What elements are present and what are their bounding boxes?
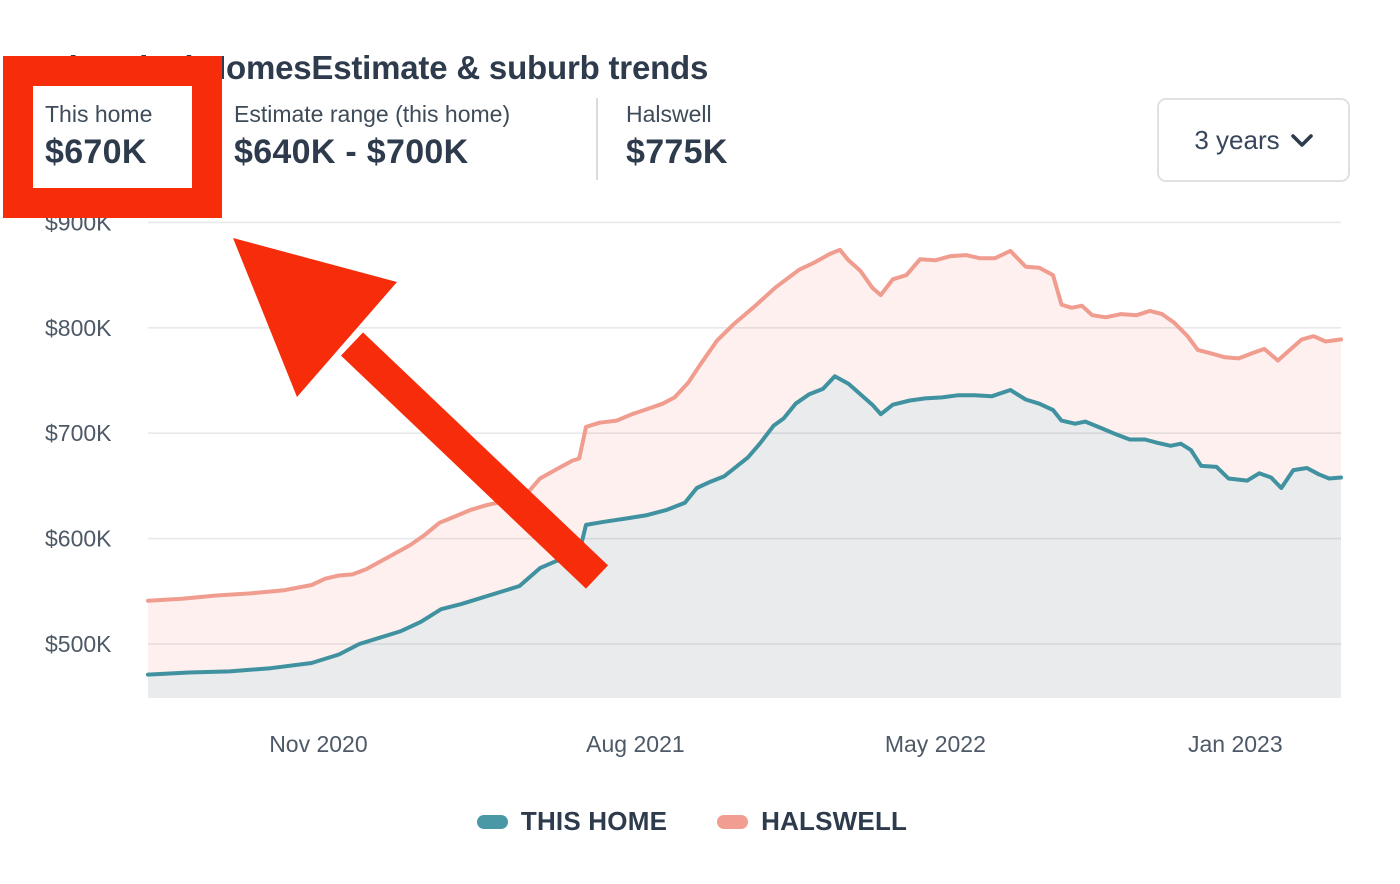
stat-this-home: This home $670K <box>45 101 152 172</box>
stat-estimate-range-label: Estimate range (this home) <box>234 101 511 127</box>
legend-item-this-home: THIS HOME <box>476 806 668 837</box>
legend-swatch-this-home <box>476 814 508 829</box>
stat-suburb: Halswell $775K <box>626 101 728 172</box>
stat-suburb-label: Halswell <box>626 101 712 127</box>
stat-this-home-value: $670K <box>45 133 147 171</box>
legend-label-this-home: THIS HOME <box>520 806 668 836</box>
y-axis-tick-label: $700K <box>45 420 112 446</box>
y-axis-tick-label: $900K <box>45 209 112 235</box>
time-range-dropdown[interactable]: 3 years <box>1157 98 1350 182</box>
time-range-dropdown-value: 3 years <box>1194 124 1280 155</box>
x-axis-tick-label: Jan 2023 <box>1188 731 1283 757</box>
y-axis-tick-label: $500K <box>45 631 112 657</box>
stat-estimate-range: Estimate range (this home) $640K - $700K <box>234 101 510 172</box>
page-title: Historical HomesEstimate & suburb trends <box>45 49 709 87</box>
x-axis-tick-label: Nov 2020 <box>269 731 367 757</box>
stat-estimate-range-value: $640K - $700K <box>234 133 469 171</box>
chart-legend: THIS HOME HALSWELL <box>0 806 1392 837</box>
x-axis-tick-label: Aug 2021 <box>586 731 684 757</box>
legend-label-halswell: HALSWELL <box>761 806 908 836</box>
stat-this-home-label: This home <box>45 101 153 127</box>
stat-suburb-value: $775K <box>626 133 728 171</box>
legend-swatch-halswell <box>717 814 749 829</box>
stats-divider <box>596 98 598 180</box>
y-axis-tick-label: $800K <box>45 315 112 341</box>
series-line-this-home <box>146 374 1343 677</box>
chevron-down-icon <box>1290 133 1313 147</box>
series-fill-this-home <box>148 376 1341 698</box>
x-axis-tick-label: May 2022 <box>885 731 986 757</box>
legend-item-halswell: HALSWELL <box>717 806 907 837</box>
y-axis-tick-label: $600K <box>45 526 112 552</box>
